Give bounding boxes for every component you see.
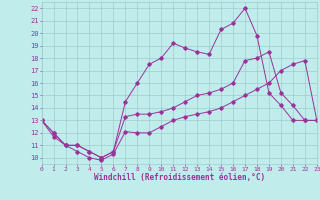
- X-axis label: Windchill (Refroidissement éolien,°C): Windchill (Refroidissement éolien,°C): [94, 173, 265, 182]
